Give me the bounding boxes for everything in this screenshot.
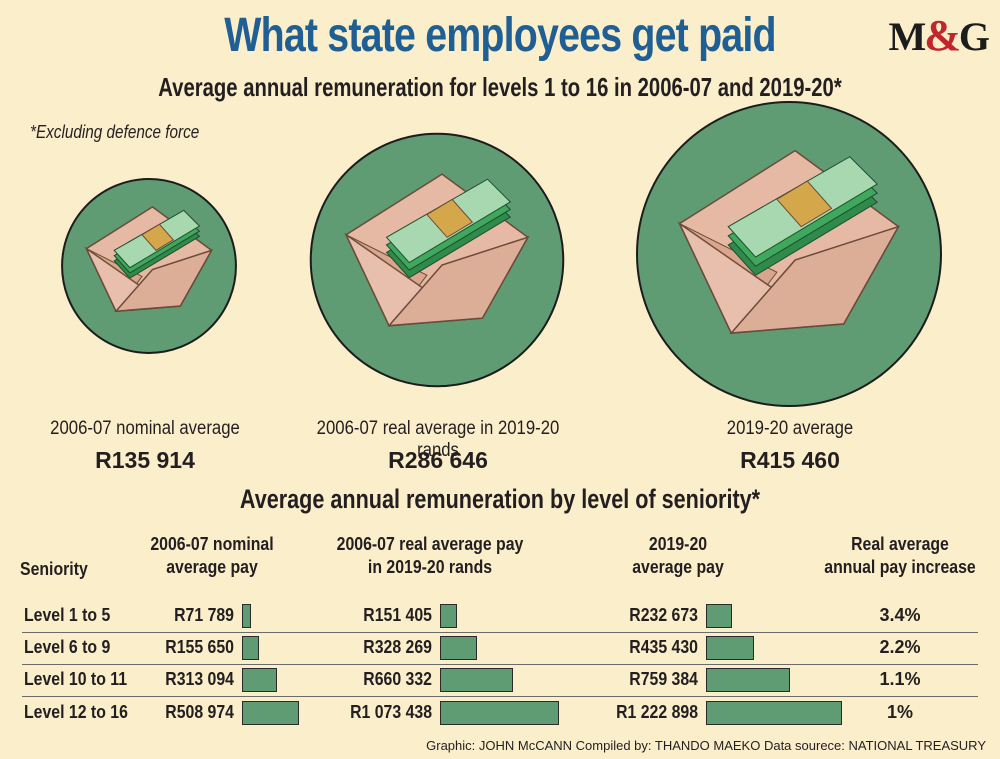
bar-current xyxy=(706,636,754,660)
circle-label-real: 2006-07 real average in 2019-20 rands xyxy=(316,418,560,461)
value-real: R660 332 xyxy=(363,669,432,689)
value-increase: 3.4% xyxy=(879,605,921,625)
value-real: R151 405 xyxy=(363,605,432,625)
header-nominal: 2006-07 nominal average pay xyxy=(150,534,274,577)
circle-chart xyxy=(61,101,942,407)
row-label: Level 10 to 11 xyxy=(24,669,128,689)
value-nominal: R313 094 xyxy=(165,669,234,689)
value-increase: 1% xyxy=(886,702,913,722)
circle-label-current: 2019-20 average xyxy=(726,418,854,439)
circle-nominal xyxy=(61,178,237,354)
value-current: R759 384 xyxy=(629,669,698,689)
mg-logo: M&G xyxy=(888,11,990,60)
value-nominal: R155 650 xyxy=(165,637,234,657)
circle-value-real: R286 646 xyxy=(388,447,488,473)
bar-nominal xyxy=(242,668,277,692)
header-seniority: Seniority xyxy=(20,559,88,579)
bar-current xyxy=(706,668,790,692)
bar-real xyxy=(440,668,513,692)
subtitle: Average annual remuneration for levels 1… xyxy=(158,72,842,102)
header-current: 2019-20 average pay xyxy=(632,534,724,577)
row-label: Level 12 to 16 xyxy=(24,702,128,722)
circle-current xyxy=(636,101,942,407)
row-label: Level 6 to 9 xyxy=(24,637,111,657)
footnote: *Excluding defence force xyxy=(30,122,200,142)
value-increase: 2.2% xyxy=(879,637,921,657)
bar-real xyxy=(440,636,477,660)
circle-value-current: R415 460 xyxy=(740,447,840,473)
bar-real xyxy=(440,604,457,628)
bar-nominal xyxy=(242,636,259,660)
value-current: R435 430 xyxy=(629,637,698,657)
header-real: 2006-07 real average pay in 2019-20 rands xyxy=(336,534,524,577)
bar-current xyxy=(706,604,732,628)
section-title: Average annual remuneration by level of … xyxy=(239,484,761,514)
credit-line: Graphic: JOHN McCANN Compiled by: THANDO… xyxy=(426,738,986,753)
value-real: R1 073 438 xyxy=(350,702,432,722)
circle-label-nominal: 2006-07 nominal average xyxy=(50,418,240,439)
circle-value-nominal: R135 914 xyxy=(95,447,195,473)
value-increase: 1.1% xyxy=(879,669,921,689)
value-current: R1 222 898 xyxy=(616,702,698,722)
bar-current xyxy=(706,701,842,725)
circle-real xyxy=(309,132,565,388)
bar-nominal xyxy=(242,701,299,725)
value-real: R328 269 xyxy=(363,637,432,657)
header-increase: Real average annual pay increase xyxy=(824,534,976,577)
value-nominal: R508 974 xyxy=(165,702,234,722)
bar-nominal xyxy=(242,604,251,628)
row-divider xyxy=(22,664,978,665)
value-current: R232 673 xyxy=(629,605,698,625)
bar-real xyxy=(440,701,559,725)
value-nominal: R71 789 xyxy=(174,605,234,625)
row-divider xyxy=(22,632,978,633)
row-divider xyxy=(22,696,978,697)
row-label: Level 1 to 5 xyxy=(24,605,111,625)
page-title: What state employees get paid xyxy=(224,9,776,62)
